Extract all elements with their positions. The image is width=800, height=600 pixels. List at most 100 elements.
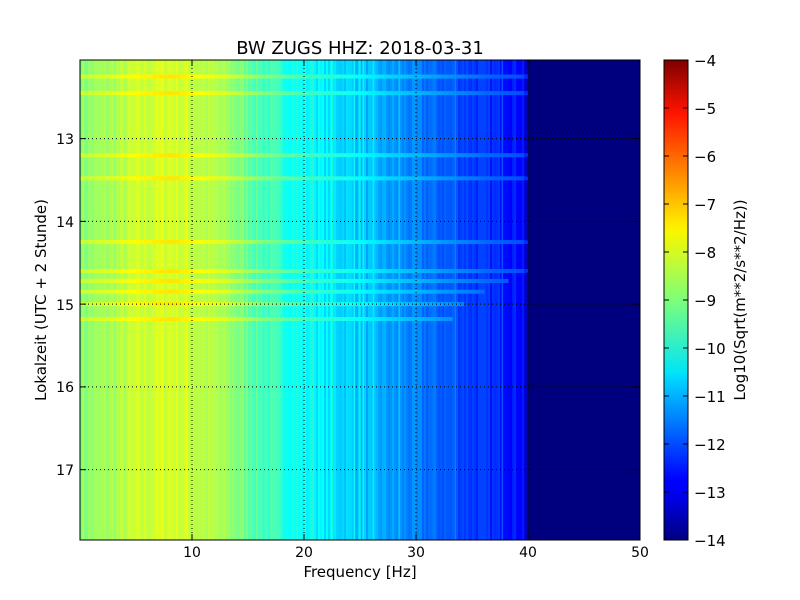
event-band bbox=[268, 289, 273, 294]
event-band bbox=[492, 91, 497, 96]
event-band bbox=[308, 269, 313, 274]
event-band bbox=[148, 269, 153, 274]
spectral-line bbox=[372, 60, 375, 540]
spectrum-column bbox=[486, 60, 489, 540]
spectrum-column bbox=[272, 60, 275, 540]
spectrum-column bbox=[470, 60, 473, 540]
event-band bbox=[264, 302, 269, 307]
event-band bbox=[372, 240, 377, 245]
spectrum-column bbox=[448, 60, 451, 540]
spectrum-column bbox=[298, 60, 301, 540]
event-band bbox=[244, 289, 249, 294]
event-band bbox=[176, 289, 181, 294]
event-band bbox=[256, 74, 261, 79]
event-band bbox=[352, 289, 357, 294]
event-band bbox=[172, 289, 177, 294]
event-band bbox=[112, 302, 117, 307]
event-band bbox=[124, 176, 129, 181]
event-band bbox=[156, 153, 161, 158]
spectrum-column bbox=[256, 60, 259, 540]
spectrum-column bbox=[138, 60, 141, 540]
event-band bbox=[460, 176, 465, 181]
event-band bbox=[360, 278, 365, 283]
event-band bbox=[412, 269, 417, 274]
event-band bbox=[456, 269, 461, 274]
event-band bbox=[192, 91, 197, 96]
event-band bbox=[460, 302, 465, 307]
event-band bbox=[80, 153, 85, 158]
event-band bbox=[188, 74, 193, 79]
event-band bbox=[312, 302, 317, 307]
spectrum-column bbox=[322, 60, 325, 540]
event-band bbox=[136, 91, 141, 96]
event-band bbox=[92, 317, 97, 322]
event-band bbox=[364, 289, 369, 294]
event-band bbox=[240, 278, 245, 283]
event-band bbox=[396, 269, 401, 274]
event-band bbox=[424, 74, 429, 79]
event-band bbox=[228, 289, 233, 294]
event-band bbox=[352, 302, 357, 307]
event-band bbox=[260, 302, 265, 307]
event-band bbox=[228, 176, 233, 181]
spectrum-column bbox=[326, 60, 329, 540]
spectrum-column bbox=[260, 60, 263, 540]
event-band bbox=[352, 153, 357, 158]
event-band bbox=[348, 74, 353, 79]
spectrum-column bbox=[468, 60, 471, 540]
event-band bbox=[184, 289, 189, 294]
event-band bbox=[204, 269, 209, 274]
event-band bbox=[392, 289, 397, 294]
event-band bbox=[120, 317, 125, 322]
event-band bbox=[520, 240, 525, 245]
spectrum-column bbox=[456, 60, 459, 540]
event-band bbox=[284, 91, 289, 96]
event-band bbox=[208, 74, 213, 79]
spectrum-column bbox=[466, 60, 469, 540]
event-band bbox=[212, 91, 217, 96]
event-band bbox=[108, 278, 113, 283]
event-band bbox=[384, 74, 389, 79]
spectrum-column bbox=[288, 60, 291, 540]
event-band bbox=[180, 317, 185, 322]
event-band bbox=[436, 91, 441, 96]
spectrum-column bbox=[126, 60, 129, 540]
event-band bbox=[424, 302, 429, 307]
event-band bbox=[284, 278, 289, 283]
event-band bbox=[416, 302, 421, 307]
event-band bbox=[80, 176, 85, 181]
spectrum-column bbox=[452, 60, 455, 540]
event-band bbox=[96, 153, 101, 158]
event-band bbox=[156, 317, 161, 322]
event-band bbox=[448, 289, 453, 294]
event-band bbox=[392, 302, 397, 307]
event-band bbox=[104, 176, 109, 181]
event-band bbox=[304, 74, 309, 79]
event-band bbox=[132, 91, 137, 96]
event-band bbox=[84, 91, 89, 96]
event-band bbox=[204, 302, 209, 307]
event-band bbox=[268, 317, 273, 322]
event-band bbox=[412, 240, 417, 245]
event-band bbox=[120, 153, 125, 158]
event-band bbox=[368, 91, 373, 96]
event-band bbox=[300, 289, 305, 294]
spectrum-column bbox=[248, 60, 251, 540]
event-band bbox=[304, 289, 309, 294]
colorbar: −4 −5 −6 −7 −8 −9 −10 −11 −12 −13 −14 Lo… bbox=[663, 52, 749, 550]
event-band bbox=[288, 289, 293, 294]
event-band bbox=[516, 176, 521, 181]
event-band bbox=[468, 153, 473, 158]
event-band bbox=[448, 91, 453, 96]
event-band bbox=[428, 269, 433, 274]
event-band bbox=[96, 91, 101, 96]
event-band bbox=[260, 317, 265, 322]
event-band bbox=[184, 317, 189, 322]
event-band bbox=[328, 302, 333, 307]
event-band bbox=[324, 278, 329, 283]
event-band bbox=[120, 240, 125, 245]
event-band bbox=[512, 269, 517, 274]
spectrum-column bbox=[332, 60, 335, 540]
event-band bbox=[336, 278, 341, 283]
event-band bbox=[292, 74, 297, 79]
